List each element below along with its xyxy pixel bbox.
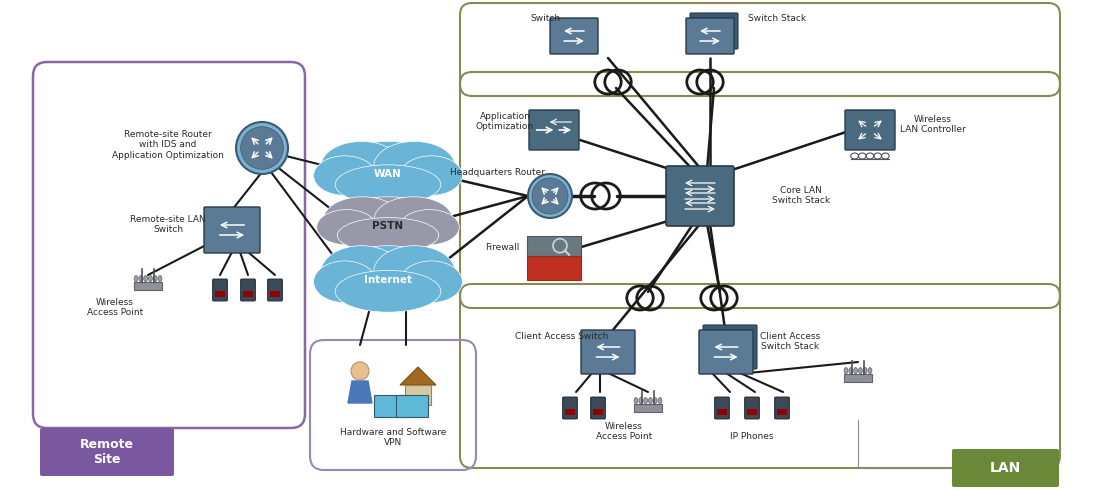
Ellipse shape	[654, 398, 657, 404]
Text: Application
Optimization: Application Optimization	[476, 112, 534, 132]
Ellipse shape	[144, 275, 147, 282]
Text: Remote-site LAN
Switch: Remote-site LAN Switch	[131, 215, 206, 234]
Ellipse shape	[648, 398, 653, 404]
Bar	[374, 395, 406, 417]
FancyBboxPatch shape	[213, 279, 227, 301]
Text: Internet: Internet	[364, 275, 412, 285]
Ellipse shape	[158, 275, 162, 282]
Circle shape	[528, 174, 572, 218]
Ellipse shape	[326, 246, 451, 310]
Ellipse shape	[844, 368, 848, 374]
Ellipse shape	[324, 197, 402, 242]
Text: IP Phones: IP Phones	[731, 432, 773, 441]
Ellipse shape	[634, 398, 638, 404]
Text: Core LAN
Switch Stack: Core LAN Switch Stack	[772, 186, 830, 205]
Circle shape	[240, 127, 283, 169]
Bar	[717, 409, 726, 415]
Bar	[244, 291, 252, 297]
Ellipse shape	[859, 368, 862, 374]
FancyBboxPatch shape	[952, 449, 1059, 487]
Bar	[527, 256, 581, 280]
FancyBboxPatch shape	[745, 397, 759, 419]
Text: Wireless
Access Point: Wireless Access Point	[87, 298, 143, 317]
Ellipse shape	[336, 165, 441, 204]
Text: Remote-site Router
with IDS and
Application Optimization: Remote-site Router with IDS and Applicat…	[112, 130, 224, 160]
Text: Switch: Switch	[530, 14, 561, 23]
Bar	[134, 282, 162, 290]
Text: Client Access
Switch Stack: Client Access Switch Stack	[760, 332, 821, 352]
Text: PSTN: PSTN	[373, 220, 404, 231]
Circle shape	[236, 122, 289, 174]
Bar	[593, 409, 602, 415]
Text: Switch Stack: Switch Stack	[748, 14, 806, 23]
Text: Client Access Switch: Client Access Switch	[516, 332, 609, 341]
FancyBboxPatch shape	[774, 397, 790, 419]
FancyBboxPatch shape	[581, 330, 635, 374]
FancyBboxPatch shape	[550, 18, 598, 54]
Polygon shape	[348, 381, 372, 403]
Ellipse shape	[374, 141, 455, 192]
Ellipse shape	[400, 156, 463, 195]
Bar	[405, 385, 431, 405]
Bar	[270, 291, 280, 297]
Ellipse shape	[314, 261, 376, 302]
Polygon shape	[400, 367, 436, 385]
Ellipse shape	[326, 141, 451, 203]
Text: LAN: LAN	[989, 461, 1020, 475]
FancyBboxPatch shape	[715, 397, 730, 419]
Ellipse shape	[320, 141, 403, 192]
Text: Remote
Site: Remote Site	[80, 438, 134, 466]
Ellipse shape	[400, 261, 463, 302]
Bar	[215, 291, 225, 297]
Text: Firewall: Firewall	[485, 243, 519, 252]
FancyBboxPatch shape	[204, 207, 260, 253]
FancyBboxPatch shape	[268, 279, 282, 301]
Ellipse shape	[863, 368, 867, 374]
Ellipse shape	[374, 246, 455, 299]
Ellipse shape	[644, 398, 647, 404]
Bar	[778, 409, 787, 415]
Ellipse shape	[134, 275, 138, 282]
Ellipse shape	[148, 275, 152, 282]
Ellipse shape	[328, 197, 448, 251]
Bar	[565, 409, 575, 415]
FancyBboxPatch shape	[563, 397, 577, 419]
Text: Hardware and Software
VPN: Hardware and Software VPN	[340, 428, 446, 447]
Ellipse shape	[338, 218, 439, 253]
FancyBboxPatch shape	[690, 13, 738, 49]
Ellipse shape	[320, 246, 403, 299]
Ellipse shape	[868, 368, 872, 374]
Text: Headquarters Router: Headquarters Router	[451, 168, 545, 177]
Ellipse shape	[849, 368, 852, 374]
Ellipse shape	[853, 368, 858, 374]
FancyBboxPatch shape	[39, 428, 174, 476]
FancyBboxPatch shape	[686, 18, 734, 54]
Ellipse shape	[658, 398, 661, 404]
Text: Wireless
LAN Controller: Wireless LAN Controller	[900, 115, 965, 135]
Bar	[844, 374, 872, 382]
Ellipse shape	[314, 156, 376, 195]
Bar	[527, 236, 581, 256]
Bar	[747, 409, 757, 415]
Bar	[396, 395, 428, 417]
Ellipse shape	[154, 275, 157, 282]
Ellipse shape	[638, 398, 643, 404]
FancyBboxPatch shape	[666, 166, 734, 226]
Circle shape	[351, 362, 369, 380]
FancyBboxPatch shape	[590, 397, 606, 419]
Ellipse shape	[399, 210, 460, 245]
FancyBboxPatch shape	[699, 330, 753, 374]
Text: WAN: WAN	[374, 169, 402, 179]
Ellipse shape	[139, 275, 143, 282]
FancyBboxPatch shape	[845, 110, 895, 150]
Ellipse shape	[336, 271, 441, 312]
Text: Wireless
Access Point: Wireless Access Point	[596, 422, 652, 441]
Ellipse shape	[317, 210, 376, 245]
Ellipse shape	[374, 197, 452, 242]
FancyBboxPatch shape	[240, 279, 256, 301]
Bar	[634, 404, 663, 412]
Circle shape	[532, 178, 568, 214]
FancyBboxPatch shape	[703, 325, 757, 369]
FancyBboxPatch shape	[529, 110, 579, 150]
